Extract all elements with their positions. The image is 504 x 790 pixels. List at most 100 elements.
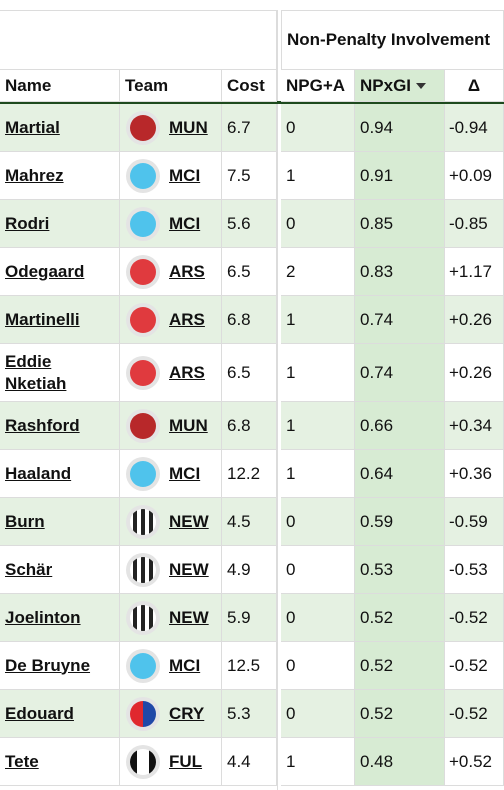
player-name[interactable]: Eddie Nketiah (5, 351, 67, 393)
npxgi: 0.91 (360, 165, 394, 185)
cell: -0.52 (445, 690, 504, 738)
cell: 5.9 (222, 594, 277, 642)
cost: 7.5 (227, 165, 251, 185)
cell: 2 (281, 248, 355, 296)
cell: Rodri (0, 200, 120, 248)
npg-a: 0 (286, 117, 296, 137)
cell: +0.36 (445, 450, 504, 498)
player-name[interactable]: Martial (5, 117, 60, 137)
delta: -0.59 (449, 511, 488, 531)
player-name[interactable]: Mahrez (5, 165, 64, 185)
cell: 0.66 (355, 402, 445, 450)
cell: NEW (120, 546, 222, 594)
cell: -0.94 (445, 104, 504, 152)
delta: +0.09 (449, 165, 493, 185)
npxgi: 0.64 (360, 463, 394, 483)
cell: 5.6 (222, 200, 277, 248)
column-header[interactable]: Δ (445, 70, 504, 102)
team-code[interactable]: ARS (169, 261, 205, 281)
delta: +0.52 (449, 751, 493, 771)
cell: 0 (281, 690, 355, 738)
delta: -0.53 (449, 559, 488, 579)
team-badge (125, 696, 161, 732)
npxgi: 0.83 (360, 261, 394, 281)
cost: 6.5 (227, 261, 251, 281)
cell: 0.74 (355, 296, 445, 344)
blank-header (0, 10, 277, 70)
player-name[interactable]: Rashford (5, 415, 80, 435)
team-code[interactable]: FUL (169, 751, 203, 771)
team-code[interactable]: ARS (169, 362, 205, 382)
cell: 1 (281, 296, 355, 344)
team-badge (125, 504, 161, 540)
team-code[interactable]: CRY (169, 703, 205, 723)
player-name[interactable]: Tete (5, 751, 39, 771)
team-code[interactable]: NEW (169, 511, 209, 531)
delta: +0.26 (449, 309, 493, 329)
cell: 0.52 (355, 594, 445, 642)
player-name[interactable]: Odegaard (5, 261, 85, 281)
cell: FUL (120, 738, 222, 786)
team-code[interactable]: NEW (169, 607, 209, 627)
player-name[interactable]: Burn (5, 511, 45, 531)
cost: 6.7 (227, 117, 251, 137)
player-name[interactable]: Martinelli (5, 309, 80, 329)
team-code[interactable]: NEW (169, 559, 209, 579)
cell: 0.53 (355, 546, 445, 594)
cell: 0 (281, 104, 355, 152)
column-header[interactable]: Team (120, 70, 222, 102)
column-header[interactable]: NPxGI (355, 70, 445, 102)
player-name[interactable]: Schär (5, 559, 53, 579)
cost: 6.5 (227, 362, 251, 382)
cell: Martinelli (0, 296, 120, 344)
player-name[interactable]: Joelinton (5, 607, 81, 627)
team-badge (125, 456, 161, 492)
npg-a: 0 (286, 511, 296, 531)
cell: 1 (281, 738, 355, 786)
delta: -0.52 (449, 607, 488, 627)
team-badge (125, 408, 161, 444)
cell: 7.5 (222, 152, 277, 200)
npxgi: 0.53 (360, 559, 394, 579)
column-header[interactable]: Name (0, 70, 120, 102)
cost: 4.4 (227, 751, 251, 771)
cell: Martial (0, 104, 120, 152)
team-code[interactable]: MCI (169, 463, 201, 483)
cell: 6.5 (222, 344, 277, 402)
npg-a: 0 (286, 213, 296, 233)
team-code[interactable]: MUN (169, 117, 208, 137)
player-name[interactable]: Edouard (5, 703, 74, 723)
team-code[interactable]: ARS (169, 309, 205, 329)
cell: CRY (120, 690, 222, 738)
player-name[interactable]: Haaland (5, 463, 72, 483)
team-code[interactable]: MUN (169, 415, 208, 435)
player-name[interactable]: De Bruyne (5, 655, 91, 675)
team-code[interactable]: MCI (169, 213, 201, 233)
npg-a: 2 (286, 261, 296, 281)
cell: -0.53 (445, 546, 504, 594)
column-header[interactable]: Cost (222, 70, 277, 102)
cell: 12.5 (222, 642, 277, 690)
cell: ARS (120, 248, 222, 296)
npg-a: 1 (286, 415, 296, 435)
team-code[interactable]: MCI (169, 165, 201, 185)
cell: MCI (120, 642, 222, 690)
delta: +0.36 (449, 463, 493, 483)
cost: 4.5 (227, 511, 251, 531)
cell: 1 (281, 450, 355, 498)
npg-a: 1 (286, 165, 296, 185)
npxgi: 0.74 (360, 362, 394, 382)
cell: MUN (120, 104, 222, 152)
cell: ARS (120, 344, 222, 402)
cell: 1 (281, 344, 355, 402)
cell: -0.52 (445, 642, 504, 690)
cell: De Bruyne (0, 642, 120, 690)
team-badge (125, 206, 161, 242)
player-name[interactable]: Rodri (5, 213, 50, 233)
cell: +0.09 (445, 152, 504, 200)
cell: +0.52 (445, 738, 504, 786)
team-code[interactable]: MCI (169, 655, 201, 675)
cell: 0 (281, 642, 355, 690)
npg-a: 1 (286, 751, 296, 771)
